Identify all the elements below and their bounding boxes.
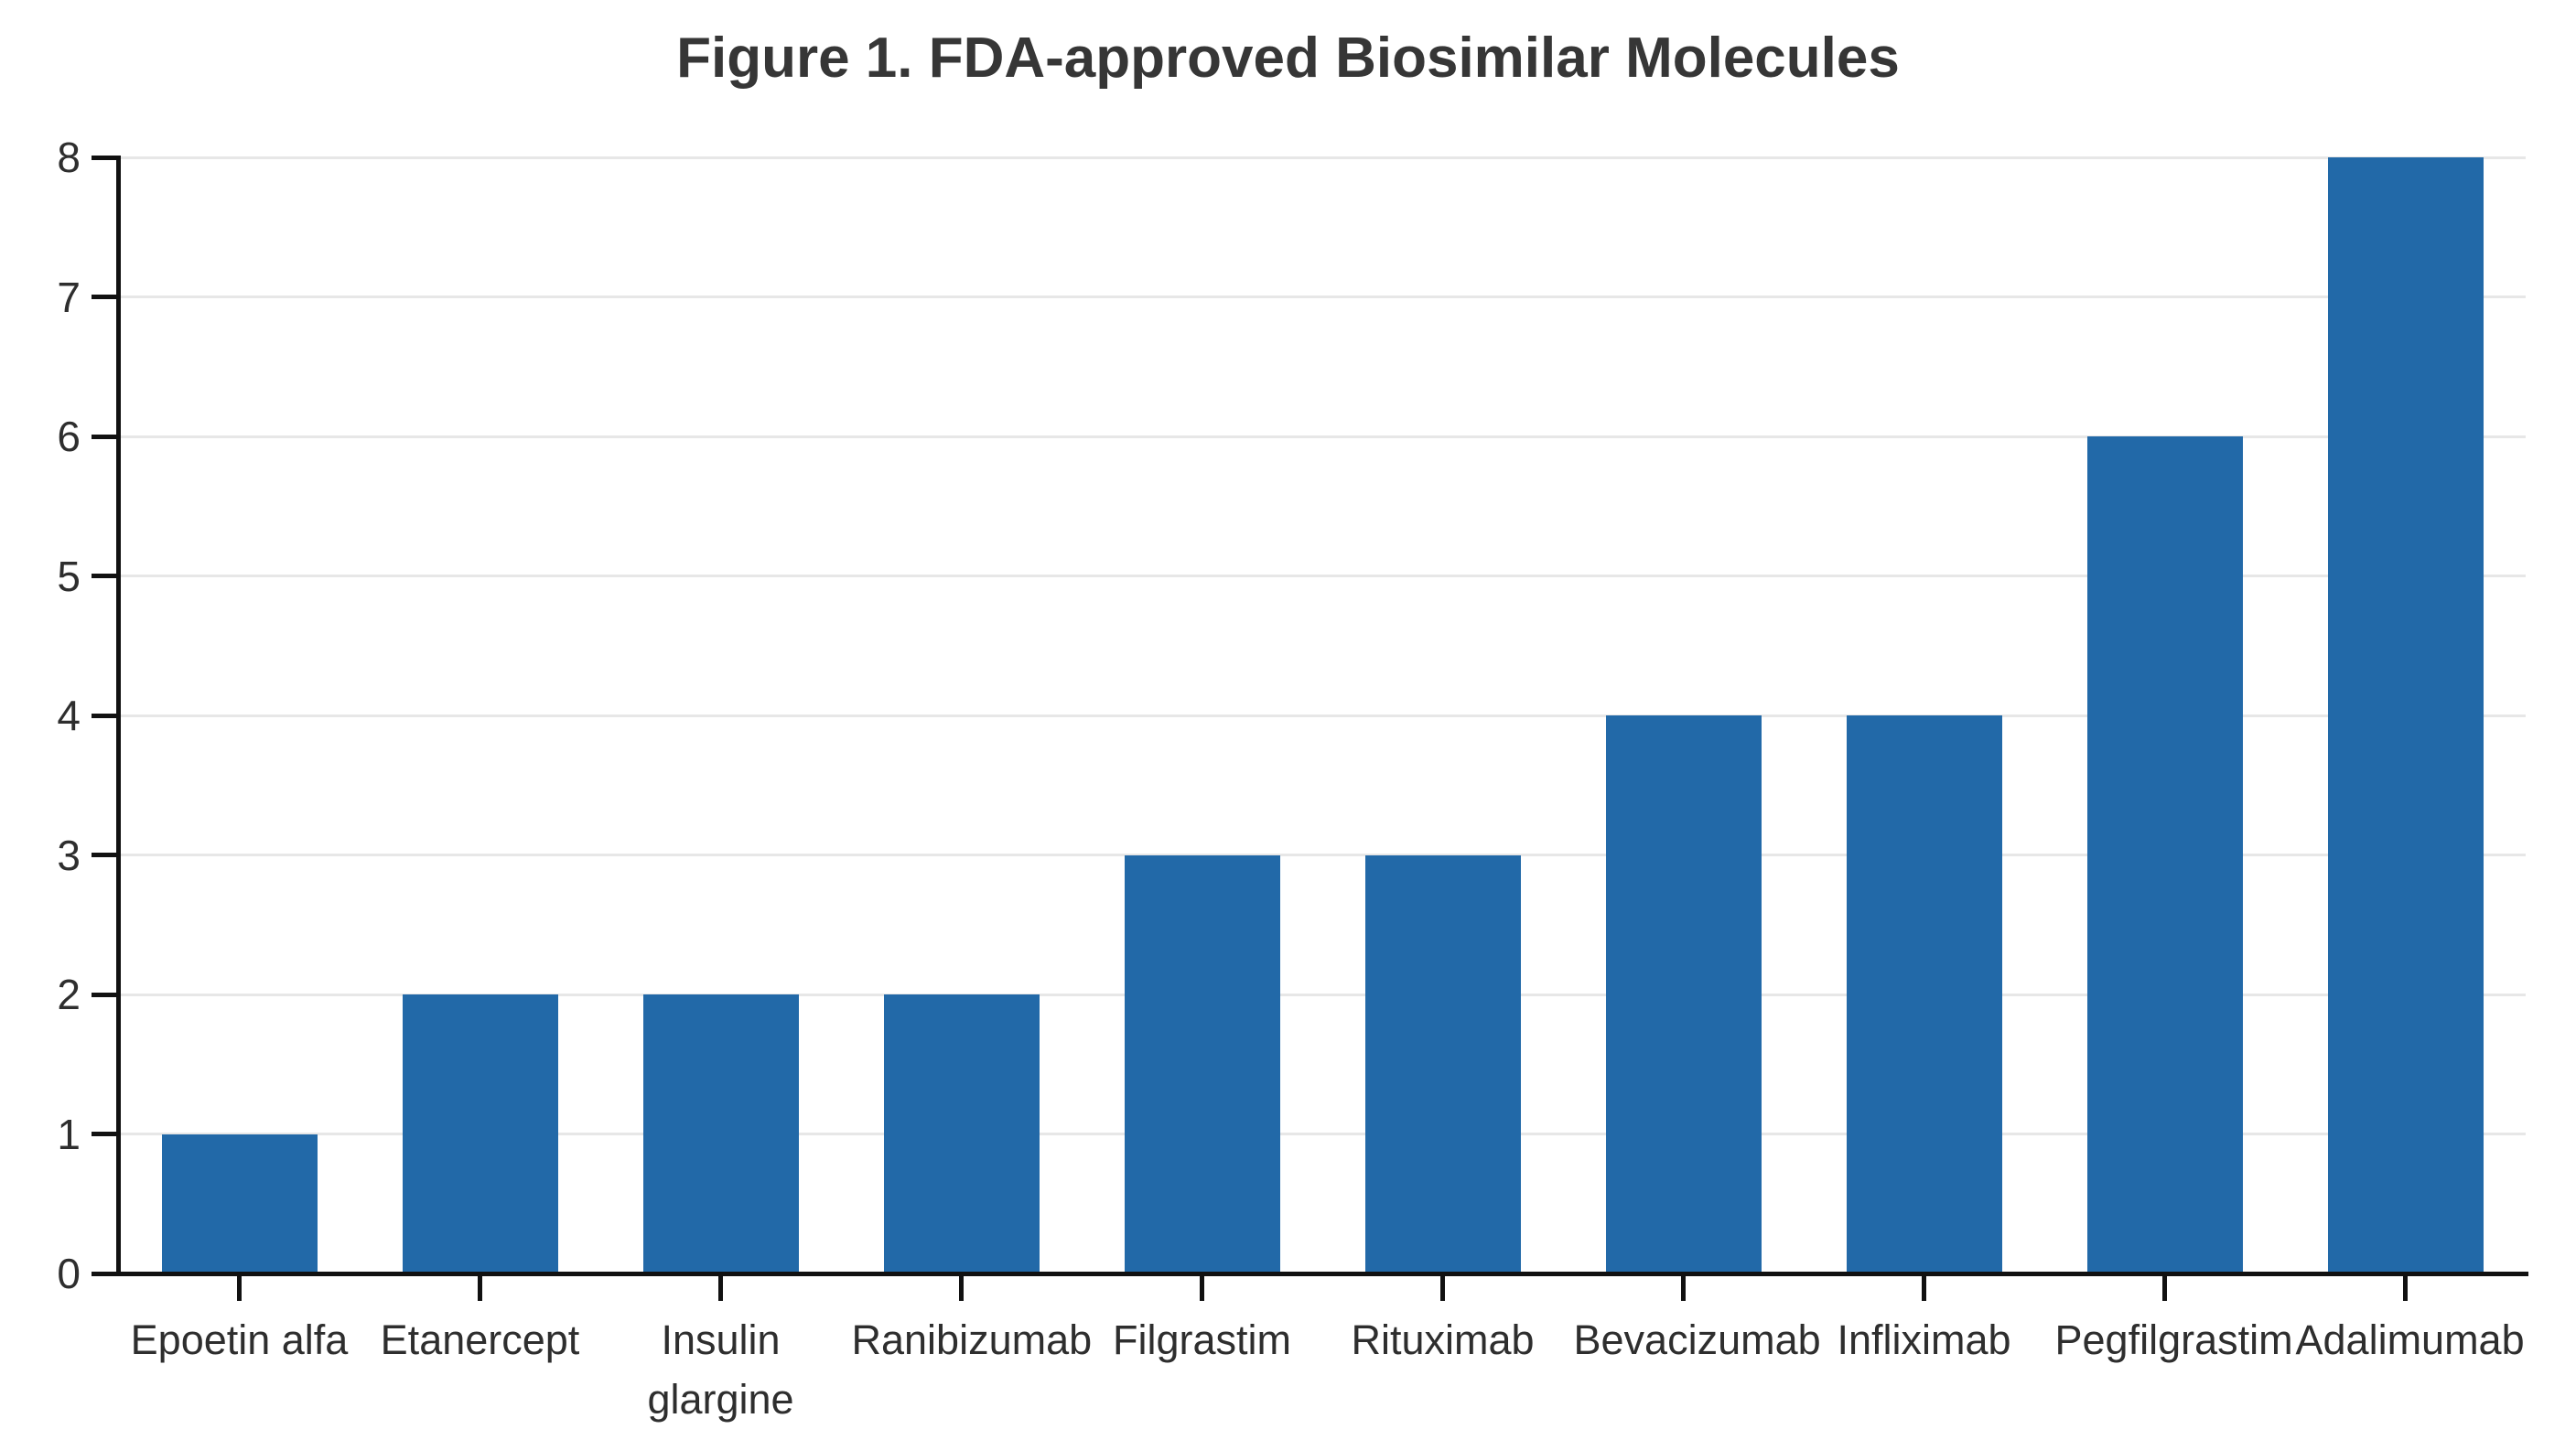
x-tick (2162, 1273, 2167, 1301)
x-tick-label: Insulin glargine (647, 1316, 794, 1424)
y-tick (92, 853, 118, 857)
gridline (119, 854, 2526, 856)
y-tick-label: 5 (57, 552, 81, 600)
x-tick (1440, 1273, 1445, 1301)
bar (1364, 854, 1521, 1273)
y-tick-label: 4 (57, 692, 81, 739)
y-tick (92, 155, 118, 160)
y-tick (92, 713, 118, 718)
y-tick-label: 6 (57, 413, 81, 460)
y-tick (92, 434, 118, 439)
y-tick (92, 992, 118, 997)
x-tick-label: Infliximab (1837, 1316, 2011, 1363)
x-tick-label: Etanercept (380, 1316, 580, 1363)
bar (1124, 854, 1280, 1273)
y-axis-spine (116, 156, 121, 1276)
x-tick-label: Filgrastim (1112, 1316, 1291, 1363)
x-tick-label: Pegfilgrastim (2054, 1316, 2293, 1363)
y-tick (92, 1271, 118, 1276)
x-tick-label: Epoetin alfa (130, 1316, 349, 1363)
x-tick-label: Adalimumab (2295, 1316, 2525, 1363)
y-tick-label: 1 (57, 1110, 81, 1158)
x-tick (478, 1273, 482, 1301)
x-tick (1922, 1273, 1926, 1301)
bar (2327, 157, 2484, 1273)
bar (1846, 715, 2002, 1273)
bar (402, 994, 558, 1273)
gridline (119, 575, 2526, 577)
gridline (119, 993, 2526, 996)
bar (2086, 436, 2243, 1273)
x-tick (718, 1273, 723, 1301)
y-tick-label: 2 (57, 971, 81, 1018)
y-tick (92, 1132, 118, 1136)
x-axis-spine (116, 1272, 2528, 1276)
y-tick-label: 8 (57, 134, 81, 181)
gridline (119, 1133, 2526, 1135)
bar (1605, 715, 1762, 1273)
gridline (119, 435, 2526, 438)
y-tick-label: 7 (57, 273, 81, 321)
x-tick (959, 1273, 964, 1301)
x-tick-label: Ranibizumab (851, 1316, 1093, 1363)
x-tick-label: Bevacizumab (1573, 1316, 1821, 1363)
gridline (119, 295, 2526, 298)
y-tick (92, 574, 118, 578)
x-tick (1681, 1273, 1686, 1301)
x-tick (1200, 1273, 1204, 1301)
bar (883, 994, 1040, 1273)
y-tick-label: 0 (57, 1250, 81, 1297)
bar (161, 1134, 318, 1273)
plot-area (119, 156, 2526, 1273)
y-tick-label: 3 (57, 831, 81, 879)
bar (642, 994, 799, 1273)
x-tick-label: Rituximab (1351, 1316, 1535, 1363)
x-tick (2403, 1273, 2408, 1301)
y-tick (92, 295, 118, 299)
gridline (119, 714, 2526, 717)
gridline (119, 156, 2526, 159)
x-tick (237, 1273, 242, 1301)
chart-title: Figure 1. FDA-approved Biosimilar Molecu… (676, 27, 1900, 90)
